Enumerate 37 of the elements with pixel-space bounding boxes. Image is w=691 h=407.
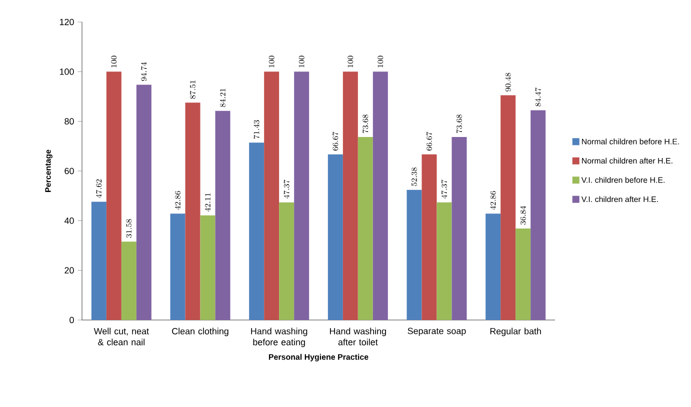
bar	[422, 154, 437, 320]
bar	[516, 228, 531, 320]
x-tick-label: Regular bath	[490, 328, 541, 336]
y-tick-label: 0	[70, 316, 74, 324]
bar	[249, 142, 264, 320]
y-tick-label: 100	[60, 68, 74, 75]
bar	[452, 137, 467, 320]
x-tick-label: Clean clothing	[172, 328, 228, 336]
x-tick-label: Hand washing after toilet	[330, 328, 386, 346]
bar	[342, 72, 358, 320]
bar	[294, 72, 310, 320]
y-tick-label: 120	[60, 18, 74, 26]
x-tick-label: Separate soap	[408, 328, 466, 336]
bar	[200, 215, 216, 320]
bar	[500, 95, 516, 320]
bar	[215, 110, 230, 320]
bar	[136, 84, 152, 320]
bar	[358, 137, 373, 320]
bar	[530, 110, 546, 320]
y-tick-label: 20	[64, 267, 74, 274]
bar	[91, 202, 106, 320]
bar	[372, 72, 388, 320]
bar	[279, 202, 294, 320]
bar	[121, 242, 136, 320]
bar	[170, 214, 186, 320]
bar	[406, 190, 422, 320]
x-tick-label: Well cut, neat & clean nail	[94, 328, 149, 346]
y-tick-label: 60	[64, 168, 74, 174]
bar	[185, 102, 200, 320]
y-tick-label: 40	[64, 217, 74, 224]
bar	[486, 214, 501, 320]
x-tick-label: Hand washing before eating	[251, 328, 308, 348]
bar	[106, 72, 122, 320]
y-tick-label: 80	[64, 118, 74, 125]
bar	[436, 202, 452, 320]
bar	[264, 72, 280, 320]
bar	[328, 154, 343, 320]
